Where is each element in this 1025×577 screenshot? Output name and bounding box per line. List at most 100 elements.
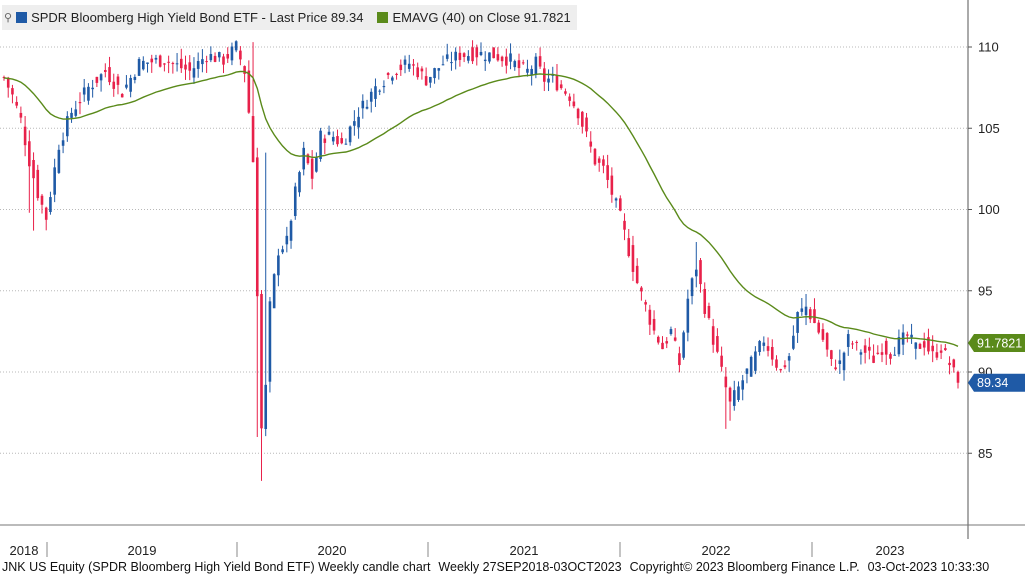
candle-body	[813, 309, 816, 324]
candle-body	[513, 61, 517, 68]
candle-body	[863, 345, 867, 353]
candle-body	[407, 63, 411, 69]
candle-body	[656, 336, 660, 343]
candle-body	[770, 346, 774, 360]
candle-body	[137, 59, 141, 76]
candle-body	[23, 126, 27, 146]
candle-body	[310, 158, 314, 179]
candle-body	[775, 359, 778, 368]
candle-body	[834, 367, 837, 370]
candle-body	[163, 63, 166, 65]
candle-body	[467, 56, 470, 61]
candle-body	[44, 207, 48, 220]
candle-body	[948, 362, 951, 366]
candle-body	[614, 198, 618, 201]
candle-body	[302, 147, 306, 170]
candle-body	[192, 68, 196, 78]
legend-swatch-price	[16, 12, 28, 23]
candle-body	[716, 336, 719, 352]
candle-body	[82, 87, 86, 95]
candle-body	[808, 309, 812, 320]
candle-body	[623, 220, 626, 230]
candle-body	[2, 76, 6, 79]
candle-body	[627, 238, 631, 257]
candle-body	[222, 56, 225, 65]
footer-copyright: Copyright© 2023 Bloomberg Finance L.P.	[629, 560, 860, 574]
candle-body	[184, 64, 187, 70]
x-tick-label: 2020	[318, 543, 347, 558]
candle-body	[758, 341, 761, 353]
candle-body	[842, 352, 846, 371]
candle-body	[927, 337, 930, 352]
candle-body	[201, 59, 204, 65]
candle-body	[74, 109, 78, 116]
candle-body	[277, 255, 280, 276]
candle-body	[732, 390, 736, 406]
candle-body	[416, 67, 419, 78]
candle-body	[872, 355, 875, 363]
candle-body	[644, 302, 647, 305]
candle-body	[285, 235, 289, 245]
candle-body	[631, 245, 635, 272]
candle-body	[336, 136, 339, 145]
candle-body	[382, 85, 386, 88]
candle-body	[585, 117, 588, 132]
candle-body	[348, 126, 352, 143]
candle-body	[914, 342, 918, 349]
candle-body	[918, 343, 922, 349]
candle-body	[91, 87, 94, 90]
candle-body	[720, 355, 723, 367]
candle-body	[247, 70, 251, 113]
candle-body	[340, 138, 343, 144]
candle-body	[420, 68, 424, 72]
candle-body	[471, 47, 474, 62]
candle-body	[846, 334, 850, 347]
candle-body	[369, 91, 373, 102]
candle-body	[78, 102, 82, 104]
y-tick-label: 100	[978, 202, 1000, 217]
candle-body	[11, 88, 14, 95]
candle-body	[855, 341, 858, 343]
candle-body	[374, 86, 377, 99]
candle-body	[399, 64, 403, 71]
legend: ⚲ SPDR Bloomberg High Yield Bond ETF - L…	[2, 5, 577, 30]
candle-body	[57, 149, 61, 173]
candle-body	[70, 112, 73, 118]
candle-body	[15, 101, 18, 106]
candle-body	[648, 309, 652, 325]
candle-body	[610, 175, 614, 195]
candle-body	[509, 53, 512, 62]
candle-body	[179, 58, 183, 69]
candle-body	[353, 121, 356, 126]
candle-body	[783, 365, 787, 368]
footer-period: Weekly 27SEP2018-03OCT2023	[438, 560, 622, 574]
candle-body	[196, 61, 200, 69]
pin-icon[interactable]: ⚲	[4, 12, 13, 24]
candles	[2, 40, 960, 481]
candle-body	[678, 353, 681, 366]
candle-body	[99, 74, 103, 81]
candle-body	[49, 197, 52, 213]
candle-body	[897, 337, 901, 355]
y-tick-label: 105	[978, 121, 1000, 136]
candle-body	[838, 360, 842, 364]
candle-body	[492, 47, 495, 59]
candle-body	[821, 329, 825, 340]
candle-body	[682, 332, 685, 358]
x-tick-label: 2021	[510, 543, 539, 558]
legend-swatch-ema	[377, 12, 389, 23]
candle-body	[754, 351, 757, 371]
y-tick-label: 85	[978, 446, 992, 461]
ema-line	[3, 70, 959, 347]
candle-body	[66, 116, 69, 137]
candle-body	[323, 138, 327, 143]
last-price-tag: 89.34	[968, 373, 1025, 392]
candle-body	[209, 54, 213, 61]
x-tick-label: 2019	[128, 543, 157, 558]
candle-body	[889, 354, 892, 359]
candle-body	[28, 141, 31, 167]
candle-body	[830, 350, 833, 360]
candle-body	[956, 371, 960, 383]
candle-body	[724, 376, 728, 388]
